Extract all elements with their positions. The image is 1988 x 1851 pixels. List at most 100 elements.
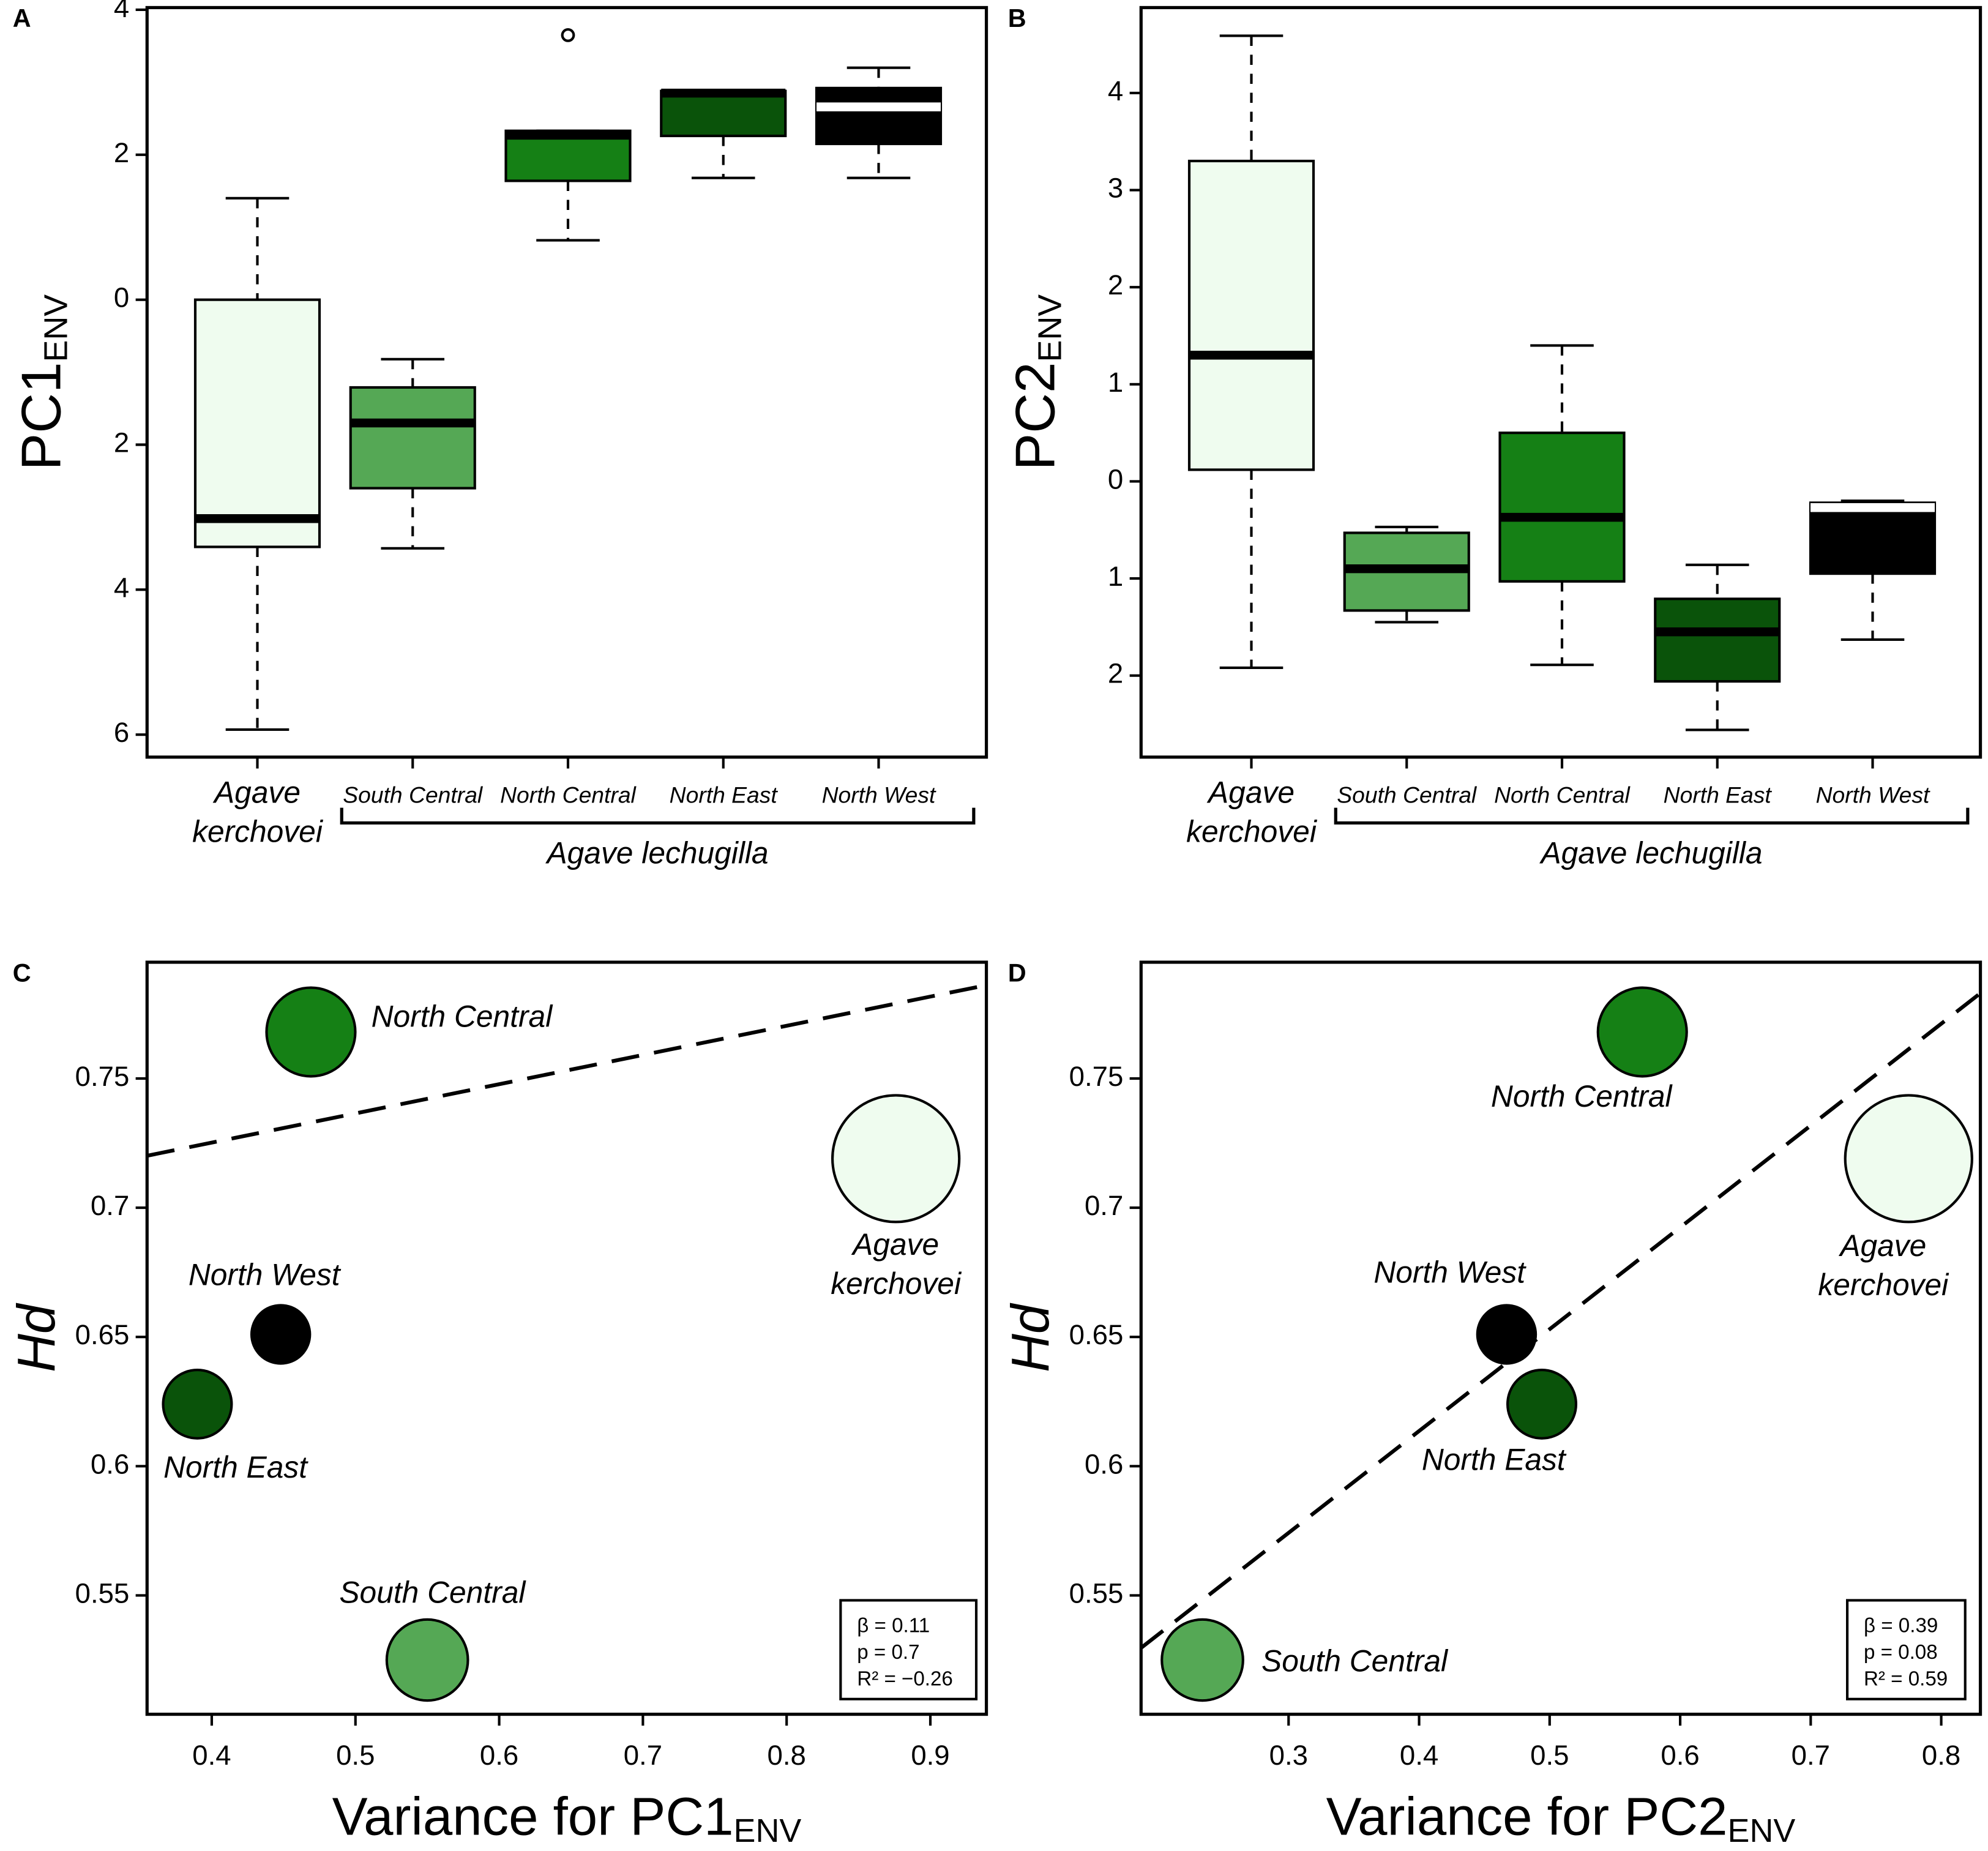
plot-frame — [145, 6, 988, 759]
group-bracket — [1334, 807, 1970, 825]
group-label-wrap: Agave lechugilla — [468, 833, 848, 876]
x-tick-label-wrap: North West — [1784, 777, 1962, 815]
point-label-wrap: North West — [99, 1230, 429, 1322]
point-label-wrap: Agave kerchovei — [1719, 1221, 1988, 1312]
y-tick-label: 0.75 — [1069, 1061, 1124, 1092]
y-tick-label: 3 — [1108, 173, 1123, 204]
x-tick-label: 0.4 — [192, 1740, 231, 1771]
point-label-wrap: Agave kerchovei — [731, 1219, 1061, 1311]
bubble — [1596, 986, 1688, 1078]
panel-label: A — [13, 4, 31, 32]
stats-line: p = 0.7 — [857, 1641, 919, 1664]
x-tick-label: 0.8 — [768, 1740, 806, 1771]
x-tick-label-box: Agave kerchovei — [1186, 776, 1317, 850]
point-label: North West — [188, 1258, 340, 1293]
stats-line: R² = −0.26 — [857, 1668, 953, 1691]
x-tick-label: North West — [1815, 782, 1930, 809]
group-label-wrap: Agave lechugilla — [1462, 833, 1842, 876]
x-tick-label-box: North West — [790, 777, 968, 815]
y-tick-label: 0.55 — [75, 1577, 130, 1609]
y-tick-label: 0.55 — [1069, 1577, 1124, 1609]
point-label: North East — [1421, 1443, 1566, 1478]
x-axis-label: Variance for PC1ENV — [332, 1787, 802, 1849]
y-tick-label: 0.75 — [75, 1061, 130, 1092]
x-tick-label-box: North West — [1784, 777, 1962, 815]
x-tick-label-box: North East — [635, 777, 812, 815]
point-label: North West — [1373, 1256, 1526, 1291]
x-tick-label: 0.7 — [624, 1740, 662, 1771]
x-tick-label: 0.6 — [1661, 1740, 1699, 1771]
x-tick-label-box: Agave kerchovei — [169, 772, 346, 853]
y-tick-label: 0.6 — [1085, 1448, 1123, 1479]
point-label: Agave kerchovei — [831, 1228, 962, 1302]
x-tick-label: Agave kerchovei — [192, 776, 323, 850]
panel-label: B — [1008, 4, 1026, 32]
x-tick-label: South Central — [1337, 782, 1477, 809]
x-axis-label-sub: ENV — [1728, 1812, 1796, 1849]
x-tick-label-box: South Central — [1318, 777, 1495, 815]
x-tick-label-wrap: North West — [790, 777, 968, 815]
point-label-box: Agave kerchovei — [1719, 1221, 1988, 1312]
point-label-box: Agave kerchovei — [731, 1219, 1061, 1311]
stats-line: β = 0.11 — [857, 1615, 930, 1637]
point-label-wrap: North Central — [297, 971, 627, 1063]
bubble — [250, 1304, 312, 1365]
box — [815, 86, 943, 146]
y-axis-label-main: PC2 — [1005, 362, 1067, 470]
y-tick-label: 0.7 — [91, 1190, 129, 1221]
x-tick-label: 0.8 — [1922, 1740, 1960, 1771]
x-tick-label-wrap: Agave kerchovei — [169, 772, 346, 853]
x-tick-label-wrap: North East — [635, 777, 812, 815]
y-axis-label: Hd — [1001, 1303, 1060, 1372]
point-label-box: North West — [99, 1230, 429, 1322]
point-label-box: North East — [1421, 1443, 1566, 1478]
y-tick-label: 2 — [114, 427, 129, 458]
x-tick-label: North Central — [1494, 782, 1630, 809]
point-label: North Central — [1490, 1079, 1672, 1114]
x-tick-label: Agave kerchovei — [1186, 776, 1317, 850]
y-axis-label: PC1ENV — [11, 294, 75, 471]
y-tick-label: 0.65 — [75, 1319, 130, 1350]
x-tick-label: 0.7 — [1792, 1740, 1830, 1771]
y-tick-label: 4 — [114, 0, 129, 23]
y-tick-label: 4 — [1108, 75, 1123, 107]
bubble — [162, 1369, 233, 1440]
bubble — [831, 1094, 961, 1224]
point-label-box: South Central — [1261, 1644, 1448, 1678]
x-tick-label: 0.3 — [1269, 1740, 1308, 1771]
box — [349, 386, 476, 490]
y-tick-label: 0 — [114, 282, 129, 313]
stats-line: R² = 0.59 — [1864, 1668, 1948, 1691]
trend-line — [146, 983, 987, 1158]
point-label-wrap: North East — [70, 1423, 400, 1514]
group-label: Agave lechugilla — [1541, 837, 1763, 872]
point-label: Agave kerchovei — [1818, 1229, 1949, 1303]
box — [193, 298, 321, 548]
x-tick-label-wrap: North Central — [1473, 777, 1651, 815]
x-tick-label: 0.6 — [480, 1740, 518, 1771]
point-label-box: North East — [70, 1423, 400, 1514]
bubble — [385, 1618, 469, 1702]
y-tick-label: 1 — [1108, 367, 1123, 398]
point-label-box: North Central — [297, 971, 627, 1063]
point-label-wrap: South Central — [267, 1547, 597, 1639]
point-label-wrap: North West — [1285, 1228, 1615, 1319]
x-axis-label-sub: ENV — [734, 1812, 802, 1849]
plot-frame — [1139, 6, 1982, 759]
x-tick-label: North East — [669, 782, 777, 809]
x-tick-label-box: North Central — [1473, 777, 1651, 815]
x-tick-label: North Central — [500, 782, 636, 809]
y-tick-label: 2 — [1108, 269, 1123, 301]
group-label-box: Agave lechugilla — [468, 833, 848, 876]
x-tick-label-box: North East — [1664, 783, 1771, 808]
trend-line — [1140, 992, 1982, 1650]
y-tick-label: 2 — [1108, 658, 1123, 689]
y-tick-label: 6 — [114, 717, 129, 748]
y-tick-label: 0.7 — [1085, 1190, 1123, 1221]
y-axis-label: Hd — [7, 1303, 66, 1372]
x-tick-label-wrap: South Central — [1318, 777, 1495, 815]
group-bracket — [340, 807, 976, 825]
box — [660, 89, 787, 138]
x-tick-label: 0.4 — [1400, 1740, 1438, 1771]
point-label: North East — [163, 1451, 308, 1486]
